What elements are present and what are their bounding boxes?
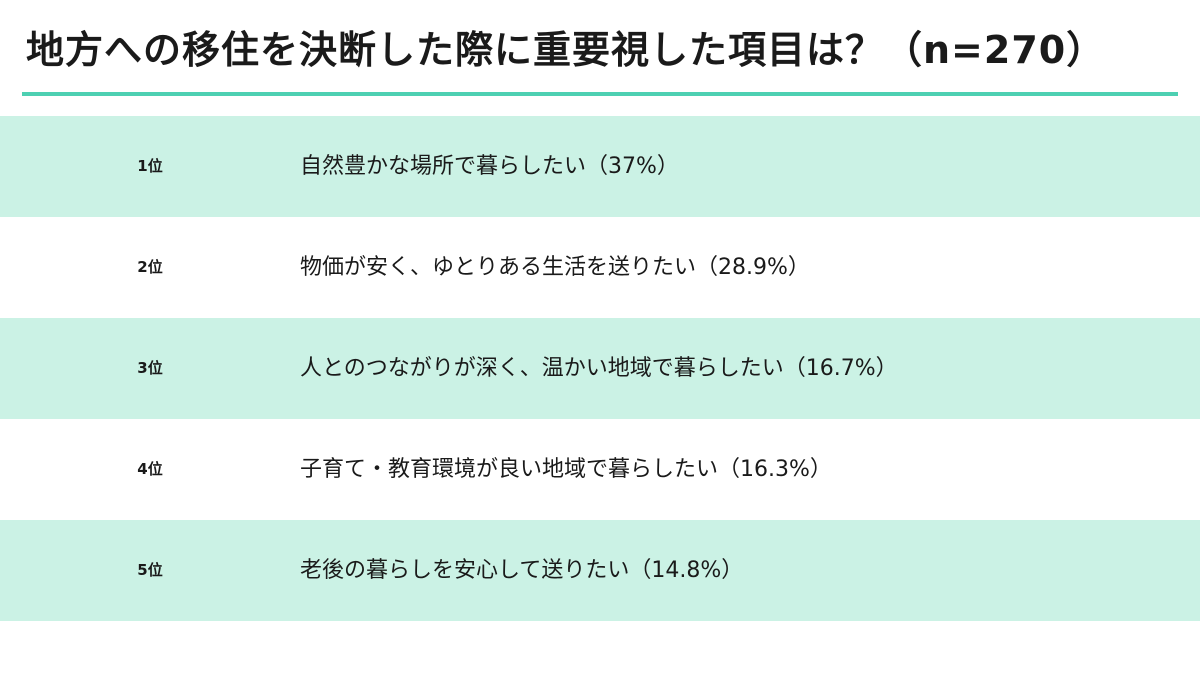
- rank-label-5: 5位: [137, 561, 163, 579]
- item-label-1: 自然豊かな場所で暮らしたい（37%）: [300, 154, 679, 179]
- rank-label-4: 4位: [137, 460, 163, 478]
- ranking-table: 1位 自然豊かな場所で暮らしたい（37%） 2位 物価が安く、ゆとりある生活を送…: [0, 116, 1200, 621]
- item-label-3: 人とのつながりが深く、温かい地域で暮らしたい（16.7%）: [300, 356, 898, 381]
- ranking-row-5: 5位 老後の暮らしを安心して送りたい（14.8%）: [0, 520, 1200, 621]
- rank-label-1: 1位: [137, 157, 163, 175]
- item-label-4: 子育て・教育環境が良い地域で暮らしたい（16.3%）: [300, 457, 832, 482]
- ranking-row-1: 1位 自然豊かな場所で暮らしたい（37%）: [0, 116, 1200, 217]
- chart-title: 地方への移住を決断した際に重要視した項目は？（n=270）: [26, 28, 1106, 72]
- rank-label-2: 2位: [137, 258, 163, 276]
- item-label-2: 物価が安く、ゆとりある生活を送りたい（28.9%）: [300, 255, 810, 280]
- title-underline: [22, 92, 1178, 96]
- ranking-row-3: 3位 人とのつながりが深く、温かい地域で暮らしたい（16.7%）: [0, 318, 1200, 419]
- item-label-5: 老後の暮らしを安心して送りたい（14.8%）: [300, 558, 744, 583]
- ranking-row-2: 2位 物価が安く、ゆとりある生活を送りたい（28.9%）: [0, 217, 1200, 318]
- rank-label-3: 3位: [137, 359, 163, 377]
- ranking-row-4: 4位 子育て・教育環境が良い地域で暮らしたい（16.3%）: [0, 419, 1200, 520]
